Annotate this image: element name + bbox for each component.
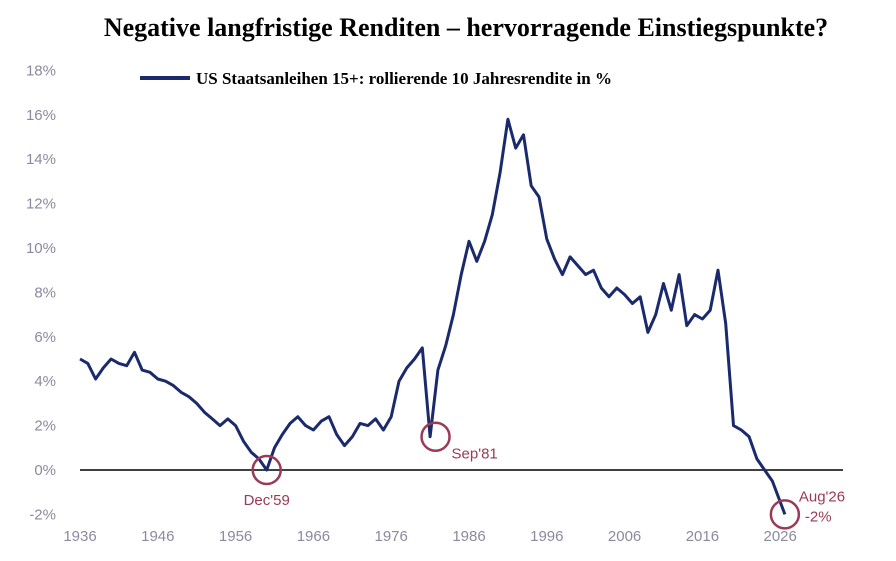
x-tick-label: 2026 xyxy=(764,528,797,545)
y-tick-label: 16% xyxy=(26,107,56,124)
x-tick-label: 2006 xyxy=(608,528,641,545)
annotation-label: Sep'81 xyxy=(452,446,498,463)
y-tick-label: -2% xyxy=(29,506,56,523)
y-tick-label: 10% xyxy=(26,240,56,257)
chart-title: Negative langfristige Renditen – hervorr… xyxy=(104,13,828,42)
y-tick-label: 8% xyxy=(34,284,56,301)
legend-label: US Staatsanleihen 15+: rollierende 10 Ja… xyxy=(196,69,612,88)
y-axis-ticks: 18% 16% 14% 12% 10% 8% 6% 4% 2% 0% -2% xyxy=(26,62,56,523)
x-tick-label: 2016 xyxy=(686,528,719,545)
y-tick-label: 18% xyxy=(26,62,56,79)
x-tick-label: 1996 xyxy=(530,528,563,545)
x-tick-label: 1946 xyxy=(141,528,174,545)
x-tick-label: 1936 xyxy=(63,528,96,545)
annotation-circle xyxy=(769,499,801,530)
annotations: Dec'59 Sep'81 Aug'26 -2% xyxy=(244,421,845,530)
annotation-label: Aug'26 xyxy=(799,488,845,505)
y-tick-label: 14% xyxy=(26,151,56,168)
series-line xyxy=(79,117,787,515)
x-tick-label: 1966 xyxy=(297,528,330,545)
y-tick-label: 0% xyxy=(34,462,56,479)
annotation-circle xyxy=(251,454,282,486)
y-tick-label: 6% xyxy=(34,329,56,346)
x-axis-ticks: 1936 1946 1956 1966 1976 1986 1996 2006 2016 2026 xyxy=(63,528,797,545)
x-tick-label: 1976 xyxy=(375,528,408,545)
x-tick-label: 1956 xyxy=(219,528,252,545)
y-tick-label: 12% xyxy=(26,196,56,213)
annotation-value: -2% xyxy=(805,508,832,525)
annotation-circle xyxy=(420,421,451,452)
y-tick-label: 4% xyxy=(34,373,56,390)
y-tick-label: 2% xyxy=(34,418,56,435)
x-tick-label: 1986 xyxy=(452,528,485,545)
annotation-label: Dec'59 xyxy=(244,492,290,509)
